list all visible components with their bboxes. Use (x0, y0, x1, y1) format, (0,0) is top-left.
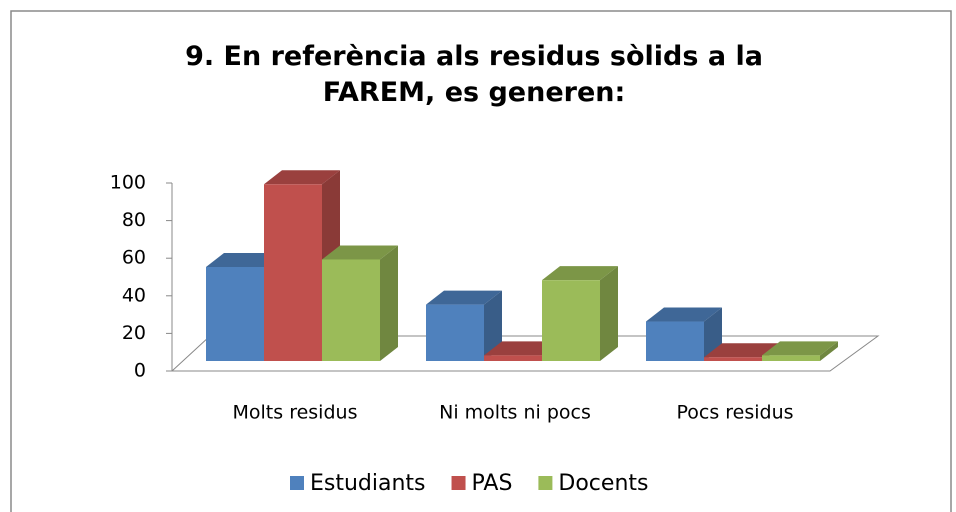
bar-side (380, 245, 398, 361)
legend-label: Docents (558, 471, 648, 496)
bar-front (704, 357, 762, 361)
bar-top (762, 341, 838, 356)
bar-front (426, 304, 484, 361)
bar-top (426, 290, 502, 305)
legend-swatch (451, 476, 466, 490)
x-tick-label: Molts residus (233, 402, 358, 424)
y-tick-label: 80 (122, 209, 146, 231)
bar-front (646, 321, 704, 361)
chart-border (10, 10, 952, 512)
bar-front (264, 184, 322, 361)
bar (762, 341, 838, 361)
legend-label: PAS (472, 471, 513, 496)
bar (322, 245, 398, 361)
bar-top (542, 266, 618, 281)
bar-front (322, 259, 380, 361)
floor (170, 335, 880, 372)
y-tick-label: 40 (122, 284, 146, 306)
bar-front (206, 267, 264, 361)
bar-top (206, 253, 282, 267)
bar-front (484, 355, 542, 361)
y-tick-label: 0 (134, 360, 146, 382)
y-tick-label: 100 (110, 172, 146, 194)
y-tick-label: 60 (122, 247, 146, 269)
bar-top (704, 343, 780, 358)
bar-top (484, 341, 560, 356)
bar-side (600, 266, 618, 361)
bar-front (542, 280, 600, 361)
bar-top (322, 245, 398, 260)
legend-swatch (290, 476, 304, 490)
bar-side (484, 290, 502, 361)
bar (542, 266, 618, 361)
chart-title: 9. En referència als residus sòlids a la… (185, 41, 763, 108)
bar (426, 290, 502, 361)
x-tick-label: Pocs residus (676, 402, 793, 424)
bar-top (264, 170, 340, 185)
legend-swatch (538, 476, 553, 490)
bar-side (820, 341, 838, 361)
y-tick-label: 20 (122, 322, 146, 344)
x-tick-label: Ni molts ni pocs (439, 402, 591, 424)
bar-front (762, 355, 820, 361)
legend-label: Estudiants (310, 471, 426, 496)
bar-top (646, 307, 722, 322)
